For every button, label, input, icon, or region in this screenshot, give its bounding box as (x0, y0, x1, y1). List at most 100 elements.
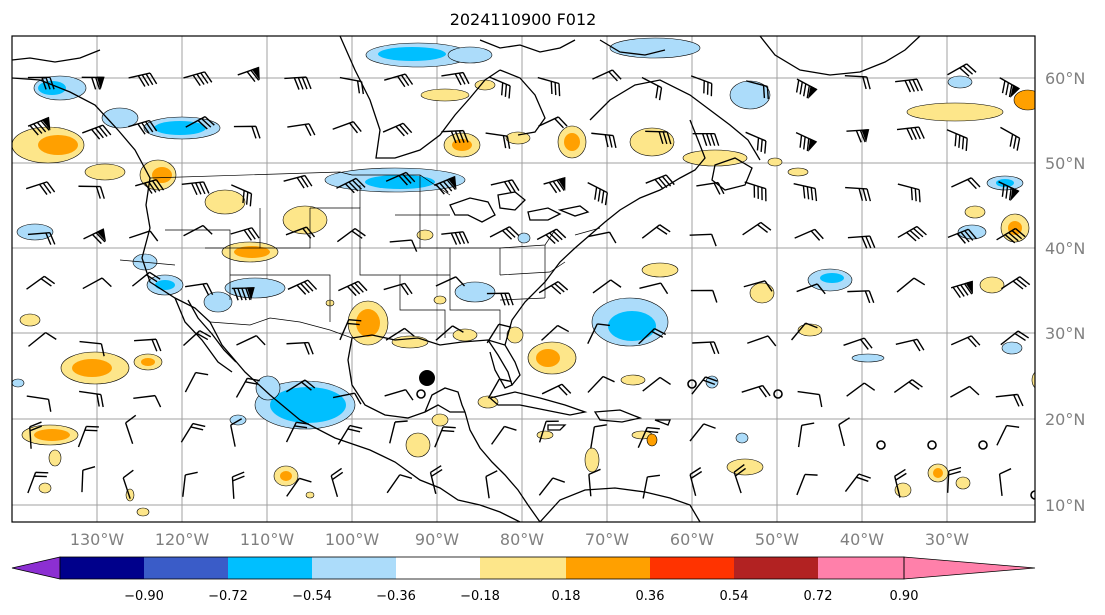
wind-barb (441, 231, 470, 245)
wind-barb (950, 335, 981, 348)
wind-barb (645, 130, 672, 145)
map-frame (11, 35, 1036, 523)
wind-barb (235, 377, 260, 398)
wind-barb (641, 224, 671, 239)
wind-barb (338, 280, 368, 297)
wind-barb (587, 231, 617, 244)
wind-barb (486, 292, 514, 306)
wind-barb (797, 422, 815, 448)
wind-barb (897, 183, 921, 203)
colorbar-extend-high (903, 556, 1036, 580)
colorbar-segment (818, 557, 904, 579)
wind-barb (489, 76, 511, 99)
wind-barb (122, 469, 134, 499)
wind-barb (185, 282, 214, 296)
wind-barb (796, 473, 818, 496)
wind-barb (385, 327, 415, 341)
coastlines (12, 36, 921, 522)
latitude-labels: 60°N 50°N 40°N 30°N 20°N 10°N (1045, 69, 1085, 515)
wind-barb (844, 75, 871, 90)
wind-barb (339, 319, 362, 341)
wind-barb (182, 471, 198, 497)
wind-barb (541, 324, 570, 341)
wind-barb (995, 393, 1024, 407)
wind-barb (183, 71, 213, 86)
wind-barb (337, 424, 363, 445)
wind-barb (435, 276, 466, 287)
wind-barb (81, 465, 96, 493)
wind-barb (895, 78, 923, 93)
wind-barb (897, 225, 927, 242)
colorbar-label: 0.90 (890, 589, 919, 604)
wind-barb (689, 423, 716, 442)
wind-barb (538, 420, 559, 443)
wind-barb (27, 231, 56, 245)
wind-barb (1000, 276, 1031, 290)
wind-barb (996, 227, 1026, 244)
colorbar: −0.90 −0.72 −0.54 −0.36 −0.18 0.18 0.36 … (11, 556, 1036, 604)
wind-barb (795, 78, 818, 100)
wind-barb (998, 468, 1012, 496)
wind-barb (284, 76, 312, 90)
wind-barb (384, 73, 414, 88)
wind-barb (795, 132, 818, 152)
wind-barb (434, 426, 456, 448)
wind-barb (283, 174, 313, 189)
wind-barb (896, 277, 926, 293)
wind-barb (82, 124, 112, 140)
colorbar-label: −0.36 (376, 589, 416, 604)
wind-barb (838, 417, 850, 447)
wind-barb (745, 131, 767, 154)
wind-barb (743, 280, 773, 292)
wind-barb (128, 72, 158, 87)
lon-label: 80°W (500, 530, 544, 549)
lon-label: 60°W (670, 530, 714, 549)
colorbar-segment (734, 557, 818, 579)
wind-barb (1000, 126, 1021, 151)
wind-barb (896, 126, 925, 141)
wind-barb (129, 230, 159, 242)
colorbar-label: −0.54 (292, 589, 332, 604)
wind-barb (433, 175, 457, 195)
wind-barb (230, 227, 260, 241)
wind-barbs (25, 63, 1031, 499)
wind-barb (536, 228, 567, 244)
wind-barb (538, 477, 566, 496)
wind-barb (183, 224, 213, 237)
lon-label: 40°W (840, 530, 884, 549)
wind-barb (639, 282, 669, 295)
wind-barb (587, 323, 610, 345)
wind-barb (790, 322, 818, 341)
wind-barb (999, 77, 1021, 98)
wind-barb (745, 80, 769, 100)
wind-barb (489, 226, 520, 240)
lat-label: 30°N (1045, 324, 1085, 343)
wind-barb (133, 394, 162, 408)
wind-barb (124, 414, 137, 444)
wind-barb (951, 177, 981, 190)
lon-label: 70°W (585, 530, 629, 549)
wind-barb (382, 122, 413, 137)
map-title: 2024110900 F012 (449, 10, 597, 29)
wind-barb (332, 392, 362, 405)
field-shading (12, 37, 1035, 517)
wind-barb (642, 376, 671, 392)
wind-barb (389, 420, 408, 444)
wind-barb (692, 341, 720, 355)
wind-barb (947, 228, 978, 244)
wind-barb (286, 477, 312, 497)
wind-barb (386, 474, 413, 494)
lat-label: 20°N (1045, 410, 1085, 429)
calm-wind-markers (416, 379, 1035, 500)
wind-barb (1000, 330, 1030, 346)
colorbar-segment (228, 557, 312, 579)
colorbar-segment (396, 557, 480, 579)
wind-barb (485, 470, 498, 499)
colorbar-label: −0.90 (124, 589, 164, 604)
wind-barb (744, 181, 767, 202)
lon-label: 120°W (155, 530, 210, 549)
lon-label: 110°W (240, 530, 295, 549)
wind-barb (996, 424, 1020, 446)
wind-barb (233, 125, 261, 139)
wind-barb (846, 129, 870, 143)
